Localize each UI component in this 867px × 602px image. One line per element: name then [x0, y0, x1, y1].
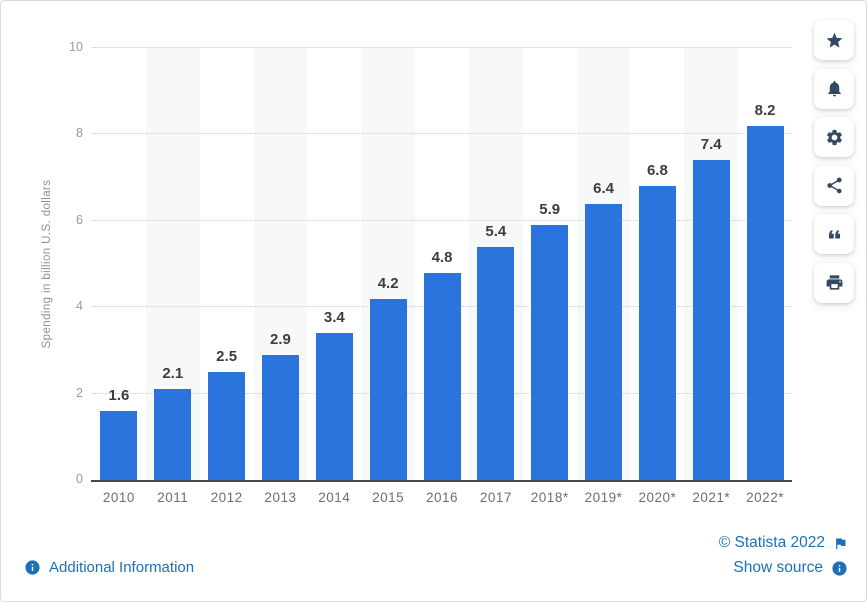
gridline	[92, 47, 792, 48]
gear-icon	[826, 129, 842, 145]
y-axis-title: Spending in billion U.S. dollars	[41, 179, 53, 349]
y-axis-tick-label: 0	[76, 472, 83, 486]
x-axis-tick-label: 2013	[264, 490, 297, 505]
bar-value-label: 4.8	[431, 248, 453, 266]
bar-value-label: 7.4	[700, 136, 722, 154]
share-icon	[826, 177, 842, 194]
statista-copyright-link[interactable]: © Statista 2022	[719, 534, 848, 552]
additional-information-label: Additional Information	[49, 559, 195, 576]
cite-button[interactable]	[814, 214, 854, 254]
bar-2021*[interactable]	[692, 160, 730, 480]
bar-2010[interactable]	[100, 410, 138, 480]
bar-2014[interactable]	[315, 333, 353, 480]
quote-icon	[828, 230, 840, 238]
x-axis-tick-label: 2020*	[638, 490, 677, 505]
bar-value-label: 4.2	[377, 274, 399, 292]
bar-2013[interactable]	[261, 354, 299, 480]
bar-value-label: 3.4	[323, 309, 345, 327]
bar-2019*[interactable]	[585, 203, 623, 480]
copyright-label: © Statista 2022	[718, 534, 825, 551]
print-button[interactable]	[814, 262, 854, 303]
x-axis-tick-label: 2011	[157, 490, 189, 505]
bar-value-label: 2.5	[216, 348, 238, 365]
x-axis-tick-label: 2021*	[692, 490, 731, 505]
x-axis-tick-label: 2017	[479, 490, 512, 505]
info-icon	[832, 560, 847, 576]
bar-value-label: 2.1	[162, 365, 184, 383]
bar-2011[interactable]	[154, 389, 192, 480]
share-button[interactable]	[814, 165, 854, 206]
bar-value-label: 6.8	[646, 162, 668, 180]
y-axis-tick-label: 2	[76, 385, 83, 400]
x-axis-tick-label: 2010	[102, 490, 135, 505]
y-axis-tick-label: 6	[76, 212, 83, 227]
favorite-button[interactable]	[814, 20, 854, 60]
gridline	[92, 219, 792, 221]
additional-information-link[interactable]: Additional Information	[24, 559, 194, 576]
bar-chart: Spending in billion U.S. dollars 1.6 2.1 2…	[1, 1, 801, 531]
print-icon	[826, 275, 842, 290]
flag-icon	[836, 538, 846, 549]
x-axis-tick-label: 2016	[425, 490, 459, 505]
action-toolbar	[814, 20, 854, 303]
bar-value-label: 5.4	[485, 222, 507, 240]
y-axis-tick-label: 4	[76, 299, 83, 314]
bar-2022*[interactable]	[746, 125, 784, 480]
show-source-label: Show source	[733, 559, 823, 576]
bar-value-label: 2.9	[270, 330, 291, 348]
x-axis-tick-label: 2019*	[584, 490, 623, 505]
bar-value-label: 1.6	[108, 386, 130, 404]
x-axis-tick-label: 2012	[210, 490, 243, 505]
y-axis-tick-label: 8	[76, 126, 83, 141]
star-icon	[826, 32, 842, 48]
bar-2018*[interactable]	[531, 225, 569, 480]
bar-2015[interactable]	[369, 298, 407, 480]
plot-area: 1.6 2.1 2.5 2.9 3.4 4.2 4.8 5.4 5.9 6.4 6.8 7.4 8.2	[91, 47, 792, 482]
x-axis-tick-label: 2014	[318, 490, 351, 505]
bar-2012[interactable]	[208, 372, 246, 480]
bar-value-label: 5.9	[539, 201, 561, 219]
y-axis-tick-label: 10	[69, 40, 83, 54]
x-axis-tick-label: 2015	[372, 490, 405, 505]
settings-button[interactable]	[814, 117, 854, 157]
notifications-button[interactable]	[814, 68, 854, 109]
x-axis-tick-label: 2018*	[530, 490, 569, 505]
info-icon	[25, 560, 40, 575]
bar-value-label: 8.2	[754, 101, 776, 119]
show-source-link[interactable]: Show source	[733, 559, 848, 577]
bell-icon	[827, 80, 841, 97]
x-axis-line	[91, 480, 792, 482]
bar-2016[interactable]	[423, 272, 461, 480]
bar-2017[interactable]	[477, 246, 515, 480]
x-axis-tick-label: 2022*	[746, 490, 784, 505]
bar-2020*[interactable]	[638, 186, 676, 480]
gridline	[92, 133, 792, 135]
bar-value-label: 6.4	[593, 179, 614, 197]
